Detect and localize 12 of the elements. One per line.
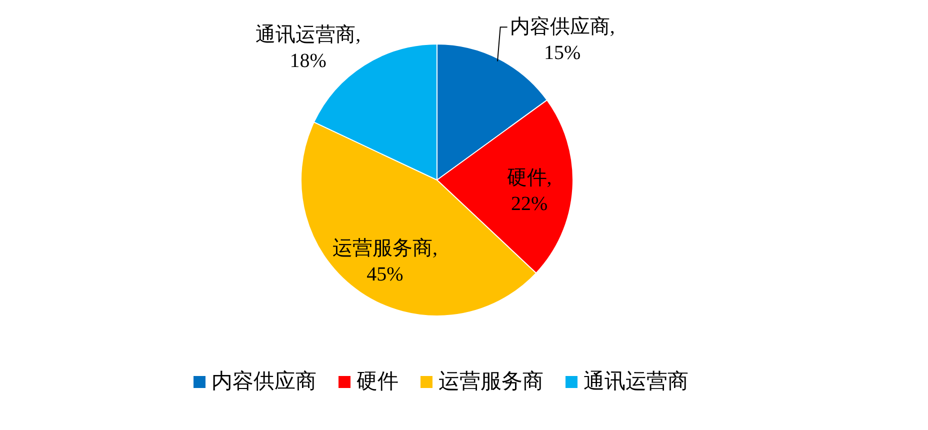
legend-label: 通讯运营商	[584, 369, 688, 393]
text: 18%	[290, 50, 326, 72]
category-label: 内容供应商,	[510, 16, 615, 38]
category-label: 通讯运营商,	[256, 24, 361, 46]
category-label: 运营服务商,	[332, 237, 438, 260]
text: 45%	[366, 263, 404, 286]
text: 22%	[510, 192, 548, 215]
category-label: 硬件,	[506, 166, 552, 189]
text: 15%	[544, 42, 581, 64]
legend-label: 内容供应商	[212, 369, 316, 393]
legend-label: 硬件	[356, 369, 398, 393]
legend-label: 运营服务商	[438, 369, 544, 393]
